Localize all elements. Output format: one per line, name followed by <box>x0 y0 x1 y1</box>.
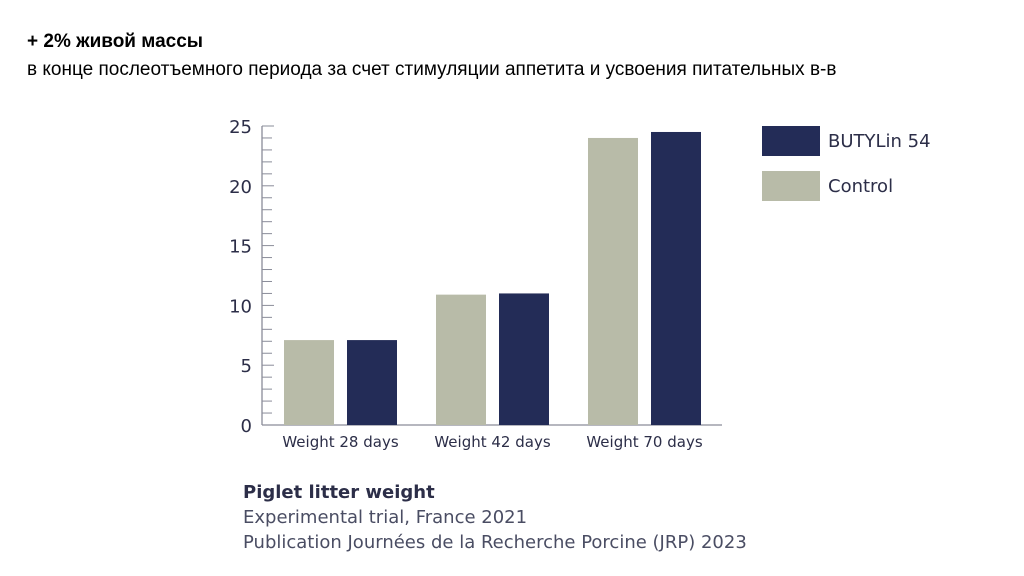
legend-label: BUTYLin 54 <box>828 131 931 152</box>
y-tick-label: 20 <box>229 177 252 198</box>
bar <box>347 340 397 425</box>
bar <box>284 340 334 425</box>
y-tick-label: 10 <box>229 296 252 317</box>
y-tick-label: 25 <box>229 117 252 138</box>
chart-caption: Piglet litter weight Experimental trial,… <box>243 481 747 555</box>
x-axis-labels: Weight 28 days Weight 42 days Weight 70 da… <box>282 433 702 451</box>
bar <box>588 137 638 425</box>
bar <box>499 293 549 425</box>
bar <box>651 131 701 426</box>
y-tick-label: 0 <box>241 416 252 437</box>
caption-trial: Experimental trial, France 2021 <box>243 507 528 528</box>
headline: + 2% живой массы <box>27 31 203 52</box>
legend-swatch <box>762 126 820 156</box>
y-axis: 0 5 10 15 20 25 <box>229 117 722 437</box>
x-tick-label: Weight 70 days <box>586 433 702 451</box>
caption-title: Piglet litter weight <box>243 482 435 503</box>
x-tick-label: Weight 42 days <box>434 433 550 451</box>
bars <box>284 131 701 426</box>
legend-label: Control <box>828 176 893 197</box>
subheadline: в конце послеотъемного периода за счет с… <box>27 59 837 80</box>
y-tick-label: 15 <box>229 237 252 258</box>
caption-publication: Publication Journées de la Recherche Por… <box>243 532 747 553</box>
x-tick-label: Weight 28 days <box>282 433 398 451</box>
bar <box>436 294 486 425</box>
y-tick-label: 5 <box>241 356 252 377</box>
legend-swatch <box>762 171 820 201</box>
legend: BUTYLin 54 Control <box>762 126 931 201</box>
